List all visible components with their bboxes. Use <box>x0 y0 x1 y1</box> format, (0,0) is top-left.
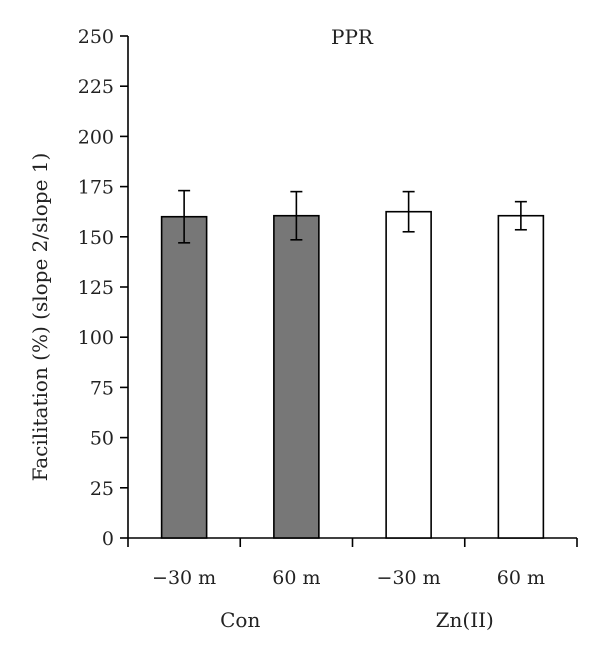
bar-0 <box>160 215 208 539</box>
x-axis-labels: −30 m 60 m −30 m 60 m <box>152 567 545 589</box>
error-bars <box>178 189 527 244</box>
y-tick-label-175: 175 <box>78 177 114 199</box>
chart-title: PPR <box>331 25 374 49</box>
x-tick-label-1: 60 m <box>272 567 320 589</box>
y-tick-label-125: 125 <box>78 277 114 299</box>
y-tick-label-75: 75 <box>90 377 114 399</box>
error-bar-2 <box>402 190 415 233</box>
y-axis-ticks: 0 25 50 75 100 125 150 175 200 225 250 <box>78 26 128 550</box>
y-tick-label-50: 50 <box>90 428 114 450</box>
bar-2 <box>385 210 432 539</box>
x-axis-ticks <box>127 538 578 547</box>
bar-3 <box>497 214 545 539</box>
bars <box>160 210 545 539</box>
y-axis-title: Facilitation (%) (slope 2/slope 1) <box>28 153 52 482</box>
y-tick-label-0: 0 <box>102 528 114 550</box>
y-tick-label-225: 225 <box>78 76 114 98</box>
y-tick-label-200: 200 <box>78 126 114 148</box>
y-tick-label-25: 25 <box>90 478 114 500</box>
x-tick-label-0: −30 m <box>152 567 216 589</box>
group-label-1: Zn(II) <box>436 608 494 632</box>
group-labels: Con Zn(II) <box>220 608 494 632</box>
y-tick-label-100: 100 <box>78 327 114 349</box>
error-bar-1 <box>290 190 303 241</box>
error-bar-3 <box>514 200 527 231</box>
y-tick-label-250: 250 <box>78 26 114 48</box>
bar-1 <box>273 214 320 539</box>
x-tick-label-2: −30 m <box>377 567 441 589</box>
x-tick-label-3: 60 m <box>497 567 545 589</box>
group-label-0: Con <box>220 608 260 632</box>
y-tick-label-150: 150 <box>78 227 114 249</box>
error-bar-0 <box>178 189 191 244</box>
